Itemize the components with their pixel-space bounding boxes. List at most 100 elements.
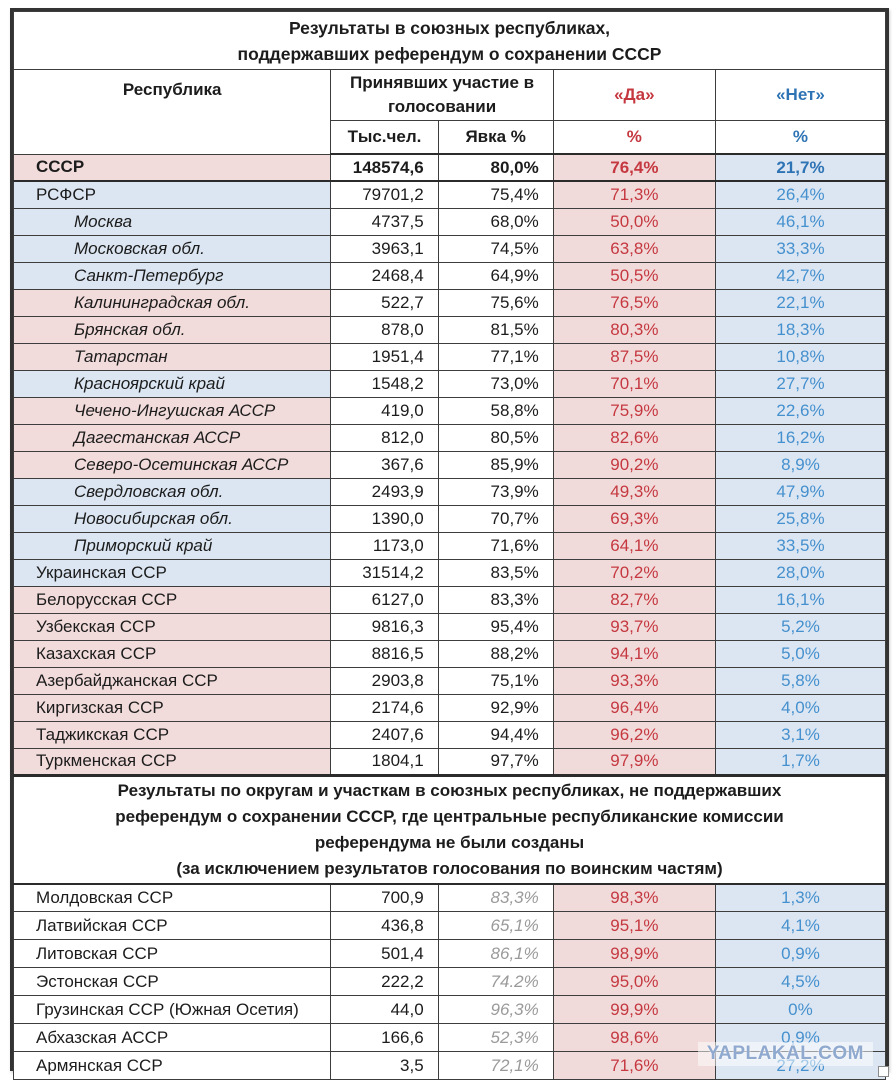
col-header-yes-pct: %	[552, 120, 716, 155]
turnout-cell: 83,5%	[437, 558, 554, 587]
turnout-cell: 65,1%	[437, 911, 554, 940]
republic-cell: Санкт-Петербург	[12, 261, 332, 290]
no-cell: 10,8%	[714, 342, 887, 371]
republic-cell: Грузинская ССР (Южная Осетия)	[12, 995, 332, 1024]
republic-cell: Украинская ССР	[12, 558, 332, 587]
yes-cell: 71,3%	[552, 180, 716, 209]
table-row: Таджикская ССР 2407,6 94,4% 96,2% 3,1%	[12, 720, 887, 749]
republic-cell: Армянская ССР	[12, 1051, 332, 1080]
yes-cell: 75,9%	[552, 396, 716, 425]
no-cell: 42,7%	[714, 261, 887, 290]
thousands-cell: 148574,6	[330, 153, 439, 182]
table-row: Абхазская АССР 166,6 52,3% 98,6% 0,9%	[12, 1023, 887, 1052]
col-header-yes: «Да»	[552, 69, 716, 121]
republic-cell: Узбекская ССР	[12, 612, 332, 641]
thousands-cell: 2903,8	[330, 666, 439, 695]
no-cell: 47,9%	[714, 477, 887, 506]
table-row: Туркменская ССР 1804,1 97,7% 97,9% 1,7%	[12, 747, 887, 776]
section2-title-text: Результаты по округам и участкам в союзн…	[115, 780, 784, 852]
thousands-cell: 1173,0	[330, 531, 439, 560]
turnout-cell: 64,9%	[437, 261, 554, 290]
yes-cell: 90,2%	[552, 450, 716, 479]
yes-cell: 49,3%	[552, 477, 716, 506]
yes-cell: 96,4%	[552, 693, 716, 722]
no-cell: 0%	[714, 995, 887, 1024]
table-row: Армянская ССР 3,5 72,1% 71,6% 27,2%	[12, 1051, 887, 1080]
referendum-results-table: Результаты в союзных республиках, поддер…	[12, 11, 887, 1080]
thousands-cell: 2493,9	[330, 477, 439, 506]
turnout-cell: 88,2%	[437, 639, 554, 668]
yes-cell: 93,3%	[552, 666, 716, 695]
yes-cell: 98,3%	[552, 883, 716, 912]
no-cell: 33,3%	[714, 234, 887, 263]
no-cell: 5,2%	[714, 612, 887, 641]
yes-cell: 71,6%	[552, 1051, 716, 1080]
yes-cell: 82,6%	[552, 423, 716, 452]
thousands-cell: 1548,2	[330, 369, 439, 398]
republic-cell: Свердловская обл.	[12, 477, 332, 506]
section1-title-row: Результаты в союзных республиках, поддер…	[13, 11, 886, 70]
thousands-cell: 878,0	[330, 315, 439, 344]
thousands-cell: 700,9	[330, 883, 439, 912]
table-row: Дагестанская АССР 812,0 80,5% 82,6% 16,2…	[12, 423, 887, 452]
thousands-cell: 31514,2	[330, 558, 439, 587]
table-row: Молдовская ССР 700,9 83,3% 98,3% 1,3%	[12, 883, 887, 912]
republic-cell: Калининградская обл.	[12, 288, 332, 317]
col-header-participated: Принявших участие в голосовании	[330, 69, 554, 121]
republic-cell: Белорусская ССР	[12, 585, 332, 614]
turnout-cell: 70,7%	[437, 504, 554, 533]
turnout-cell: 80,0%	[437, 153, 554, 182]
no-cell: 21,7%	[714, 153, 887, 182]
col-header-no: «Нет»	[714, 69, 887, 121]
no-cell: 4,1%	[714, 911, 887, 940]
republic-cell: Эстонская ССР	[12, 967, 332, 996]
yes-cell: 95,1%	[552, 911, 716, 940]
turnout-cell: 83,3%	[437, 585, 554, 614]
thousands-cell: 1804,1	[330, 747, 439, 776]
section1-title-line1: Результаты в союзных республиках,	[288, 17, 611, 38]
thousands-cell: 166,6	[330, 1023, 439, 1052]
col-header-turnout: Явка %	[437, 120, 554, 155]
table-row: Красноярский край 1548,2 73,0% 70,1% 27,…	[12, 369, 887, 398]
no-cell: 26,4%	[714, 180, 887, 209]
yes-cell: 63,8%	[552, 234, 716, 263]
republic-cell: Чечено-Ингушская АССР	[12, 396, 332, 425]
yes-cell: 97,9%	[552, 747, 716, 776]
table-row: Украинская ССР 31514,2 83,5% 70,2% 28,0%	[12, 558, 887, 587]
no-cell: 4,5%	[714, 967, 887, 996]
republic-cell: Азербайджанская ССР	[12, 666, 332, 695]
header-row-sub: Тыс.чел. Явка % % %	[14, 120, 887, 155]
turnout-cell: 85,9%	[437, 450, 554, 479]
yes-cell: 96,2%	[552, 720, 716, 749]
republic-cell: Москва	[12, 207, 332, 236]
turnout-cell: 75,6%	[437, 288, 554, 317]
thousands-cell: 8816,5	[330, 639, 439, 668]
section1-body: СССР 148574,6 80,0% 76,4% 21,7% РСФСР 79…	[12, 153, 887, 885]
table-row: Санкт-Петербург 2468,4 64,9% 50,5% 42,7%	[12, 261, 887, 290]
turnout-cell: 72,1%	[437, 1051, 554, 1080]
col-header-republic: Республика	[12, 69, 332, 155]
thousands-cell: 2468,4	[330, 261, 439, 290]
yes-cell: 76,4%	[552, 153, 716, 182]
thousands-cell: 522,7	[330, 288, 439, 317]
section2-title-row: Результаты по округам и участкам в союзн…	[13, 773, 886, 885]
republic-cell: СССР	[12, 153, 332, 182]
yes-cell: 98,6%	[552, 1023, 716, 1052]
no-cell: 0,9%	[714, 939, 887, 968]
thousands-cell: 6127,0	[330, 585, 439, 614]
thousands-cell: 812,0	[330, 423, 439, 452]
yes-cell: 76,5%	[552, 288, 716, 317]
turnout-cell: 83,3%	[437, 883, 554, 912]
turnout-cell: 58,8%	[437, 396, 554, 425]
thousands-cell: 419,0	[330, 396, 439, 425]
no-cell: 18,3%	[714, 315, 887, 344]
republic-cell: Приморский край	[12, 531, 332, 560]
table-row: Узбекская ССР 9816,3 95,4% 93,7% 5,2%	[12, 612, 887, 641]
thousands-cell: 501,4	[330, 939, 439, 968]
republic-cell: Казахская ССР	[12, 639, 332, 668]
republic-cell: Абхазская АССР	[12, 1023, 332, 1052]
republic-cell: Туркменская ССР	[12, 747, 332, 776]
no-cell: 4,0%	[714, 693, 887, 722]
republic-cell: Новосибирская обл.	[12, 504, 332, 533]
no-cell: 1,7%	[714, 747, 887, 776]
